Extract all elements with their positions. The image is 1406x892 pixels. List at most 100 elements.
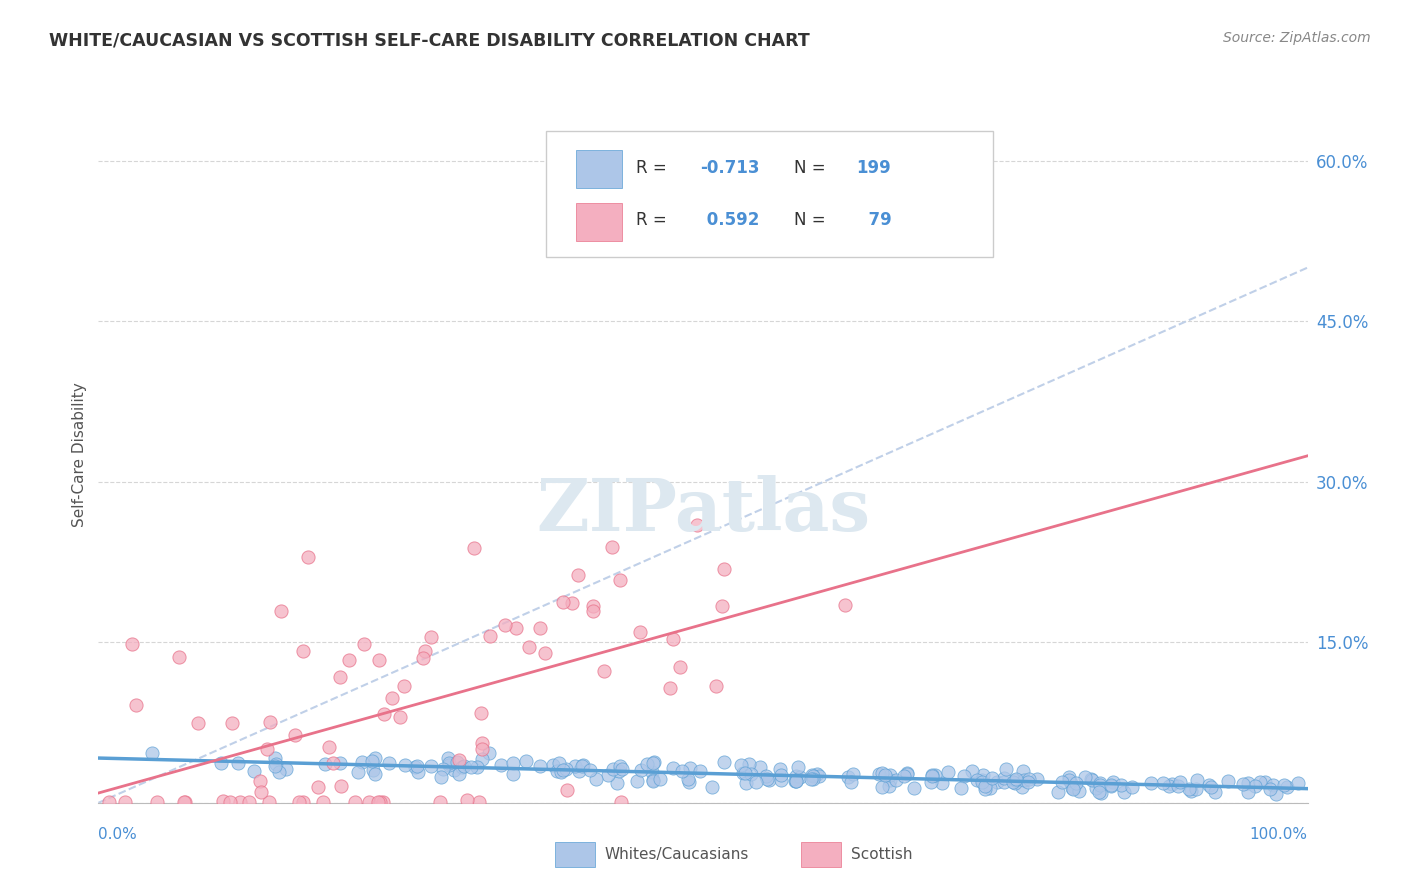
Point: [267, 764, 290, 779]
Point: [738, 757, 761, 772]
Point: [515, 754, 537, 768]
Point: [641, 764, 664, 779]
Text: N =: N =: [793, 159, 831, 177]
Point: [437, 756, 460, 770]
Point: [221, 716, 243, 731]
Point: [973, 779, 995, 793]
Point: [636, 756, 658, 771]
Point: [1198, 778, 1220, 792]
Point: [921, 769, 943, 783]
Point: [229, 795, 252, 809]
Point: [1258, 782, 1281, 797]
Point: [259, 795, 281, 809]
Point: [1261, 778, 1284, 792]
Point: [1204, 785, 1226, 799]
Point: [658, 681, 681, 695]
Point: [801, 768, 824, 782]
Point: [758, 773, 780, 788]
Point: [974, 781, 997, 796]
Point: [347, 765, 370, 780]
Point: [546, 764, 568, 778]
Point: [389, 710, 412, 724]
Point: [972, 768, 994, 782]
Point: [970, 772, 993, 787]
Point: [1180, 784, 1202, 798]
Point: [494, 617, 516, 632]
Point: [394, 757, 416, 772]
Point: [322, 756, 344, 770]
Point: [903, 781, 925, 796]
Point: [1216, 773, 1239, 788]
Point: [734, 776, 756, 790]
Point: [517, 640, 540, 654]
Point: [529, 621, 551, 635]
Point: [263, 750, 285, 764]
Text: 79: 79: [856, 211, 891, 229]
Point: [936, 764, 959, 779]
Point: [668, 660, 690, 674]
Point: [979, 780, 1001, 795]
Point: [564, 759, 586, 773]
Point: [460, 760, 482, 774]
Point: [353, 637, 375, 651]
Point: [218, 795, 240, 809]
Point: [263, 759, 285, 773]
Text: 199: 199: [856, 159, 891, 177]
Point: [755, 768, 778, 782]
Point: [270, 604, 292, 618]
Point: [1081, 772, 1104, 787]
Point: [1167, 780, 1189, 794]
Point: [733, 765, 755, 780]
Point: [330, 780, 353, 794]
Point: [1185, 781, 1208, 796]
Point: [446, 755, 468, 769]
Point: [606, 775, 628, 789]
Point: [297, 549, 319, 564]
Point: [352, 755, 374, 769]
Point: [1080, 772, 1102, 787]
Point: [471, 736, 494, 750]
Point: [572, 757, 595, 772]
Text: Scottish: Scottish: [851, 847, 912, 862]
Point: [551, 595, 574, 609]
Point: [1114, 785, 1136, 799]
Point: [174, 795, 197, 809]
Point: [648, 772, 671, 786]
Point: [734, 765, 756, 780]
Point: [966, 772, 988, 787]
Point: [602, 762, 624, 776]
Point: [187, 715, 209, 730]
Point: [1017, 774, 1039, 789]
Point: [343, 795, 366, 809]
Point: [931, 775, 953, 789]
Point: [1088, 775, 1111, 789]
Point: [1152, 776, 1174, 790]
Point: [463, 541, 485, 556]
Point: [609, 759, 631, 773]
Point: [879, 768, 901, 782]
Point: [630, 764, 652, 778]
Point: [896, 767, 918, 781]
Point: [704, 679, 727, 693]
Point: [626, 773, 648, 788]
Point: [600, 540, 623, 554]
Point: [405, 759, 427, 773]
Point: [789, 770, 811, 784]
Point: [578, 763, 600, 777]
Point: [986, 774, 1008, 789]
Point: [679, 761, 702, 775]
Point: [529, 759, 551, 773]
Text: R =: R =: [637, 211, 672, 229]
Point: [413, 643, 436, 657]
Point: [404, 760, 426, 774]
Point: [607, 764, 630, 779]
Point: [470, 706, 492, 721]
Point: [292, 795, 315, 809]
Point: [801, 772, 824, 786]
Point: [807, 769, 830, 783]
Point: [1099, 779, 1122, 793]
Point: [307, 780, 329, 794]
Point: [785, 774, 807, 789]
Point: [713, 562, 735, 576]
Point: [447, 753, 470, 767]
